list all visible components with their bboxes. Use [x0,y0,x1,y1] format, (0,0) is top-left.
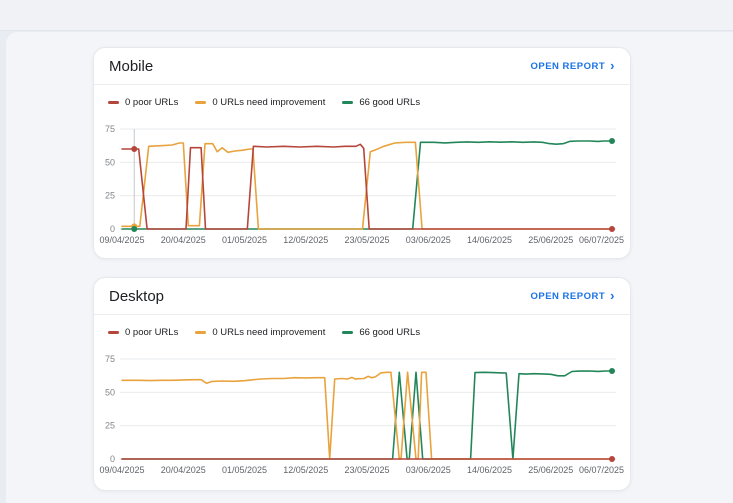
svg-text:25/06/2025: 25/06/2025 [528,235,573,245]
poor-line-swatch [108,330,119,334]
svg-text:12/05/2025: 12/05/2025 [283,465,328,475]
needs-improvement-line-swatch [195,100,207,104]
svg-text:09/04/2025: 09/04/2025 [99,235,144,245]
legend-mobile: 0 poor URLs 0 URLs need improvement 66 g… [94,85,630,109]
svg-text:03/06/2025: 03/06/2025 [406,235,451,245]
chevron-right-icon: › [610,288,615,303]
svg-text:20/04/2025: 20/04/2025 [161,235,206,245]
card-mobile-title: Mobile [109,57,154,75]
good-line-swatch [342,100,354,104]
open-report-label: OPEN REPORT [530,290,606,302]
legend-label: 0 URLs need improvement [212,96,326,108]
good-line-swatch [342,330,354,334]
svg-text:03/06/2025: 03/06/2025 [406,465,451,475]
svg-text:25: 25 [105,421,115,431]
svg-text:75: 75 [105,124,115,134]
svg-text:09/04/2025: 09/04/2025 [99,465,144,475]
svg-text:23/05/2025: 23/05/2025 [344,235,389,245]
open-report-label: OPEN REPORT [530,60,606,72]
legend-label: 0 poor URLs [125,96,179,108]
svg-text:20/04/2025: 20/04/2025 [161,465,206,475]
legend-desktop: 0 poor URLs 0 URLs need improvement 66 g… [94,315,630,339]
open-report-link-mobile[interactable]: OPEN REPORT › [530,58,616,73]
legend-label: 0 poor URLs [125,326,179,338]
cwv-trend-chart-desktop[interactable]: 0 25 50 75 09/04/2025 20/04/2025 01/05/2025 12/… [94,349,630,483]
card-mobile-header: Mobile OPEN REPORT › [94,48,630,85]
card-desktop: Desktop OPEN REPORT › 0 poor URLs 0 URLs… [93,277,631,491]
card-desktop-title: Desktop [109,287,165,305]
legend-label: 0 URLs need improvement [212,326,326,338]
legend-item-needs-improvement: 0 URLs need improvement [195,327,325,338]
svg-text:06/07/2025: 06/07/2025 [579,235,624,245]
legend-label: 66 good URLs [359,96,421,108]
legend-item-good: 66 good URLs [342,327,420,338]
legend-item-good: 66 good URLs [342,97,420,108]
svg-text:50: 50 [105,387,115,397]
svg-text:50: 50 [105,157,115,167]
card-mobile: Mobile OPEN REPORT › 0 poor URLs 0 URLs … [93,47,631,259]
svg-text:25/06/2025: 25/06/2025 [528,465,573,475]
svg-text:75: 75 [105,354,115,364]
legend-item-poor: 0 poor URLs [108,97,178,108]
svg-text:0: 0 [110,454,115,464]
svg-text:23/05/2025: 23/05/2025 [344,465,389,475]
svg-text:25: 25 [105,191,115,201]
svg-text:0: 0 [110,224,115,234]
needs-improvement-line-swatch [195,330,207,334]
legend-item-poor: 0 poor URLs [108,327,178,338]
poor-line-swatch [108,100,119,104]
chevron-right-icon: › [610,58,615,73]
top-strip [0,0,733,31]
card-desktop-header: Desktop OPEN REPORT › [94,278,630,315]
legend-item-needs-improvement: 0 URLs need improvement [195,97,325,108]
svg-text:01/05/2025: 01/05/2025 [222,465,267,475]
svg-text:06/07/2025: 06/07/2025 [579,465,624,475]
svg-text:01/05/2025: 01/05/2025 [222,235,267,245]
cwv-trend-chart-mobile[interactable]: 0 25 50 75 09/04/2025 20/04/2025 01/05/2025 12/… [94,119,630,253]
svg-text:12/05/2025: 12/05/2025 [283,235,328,245]
open-report-link-desktop[interactable]: OPEN REPORT › [530,288,616,303]
legend-label: 66 good URLs [359,326,421,338]
svg-text:14/06/2025: 14/06/2025 [467,235,512,245]
svg-text:14/06/2025: 14/06/2025 [467,465,512,475]
